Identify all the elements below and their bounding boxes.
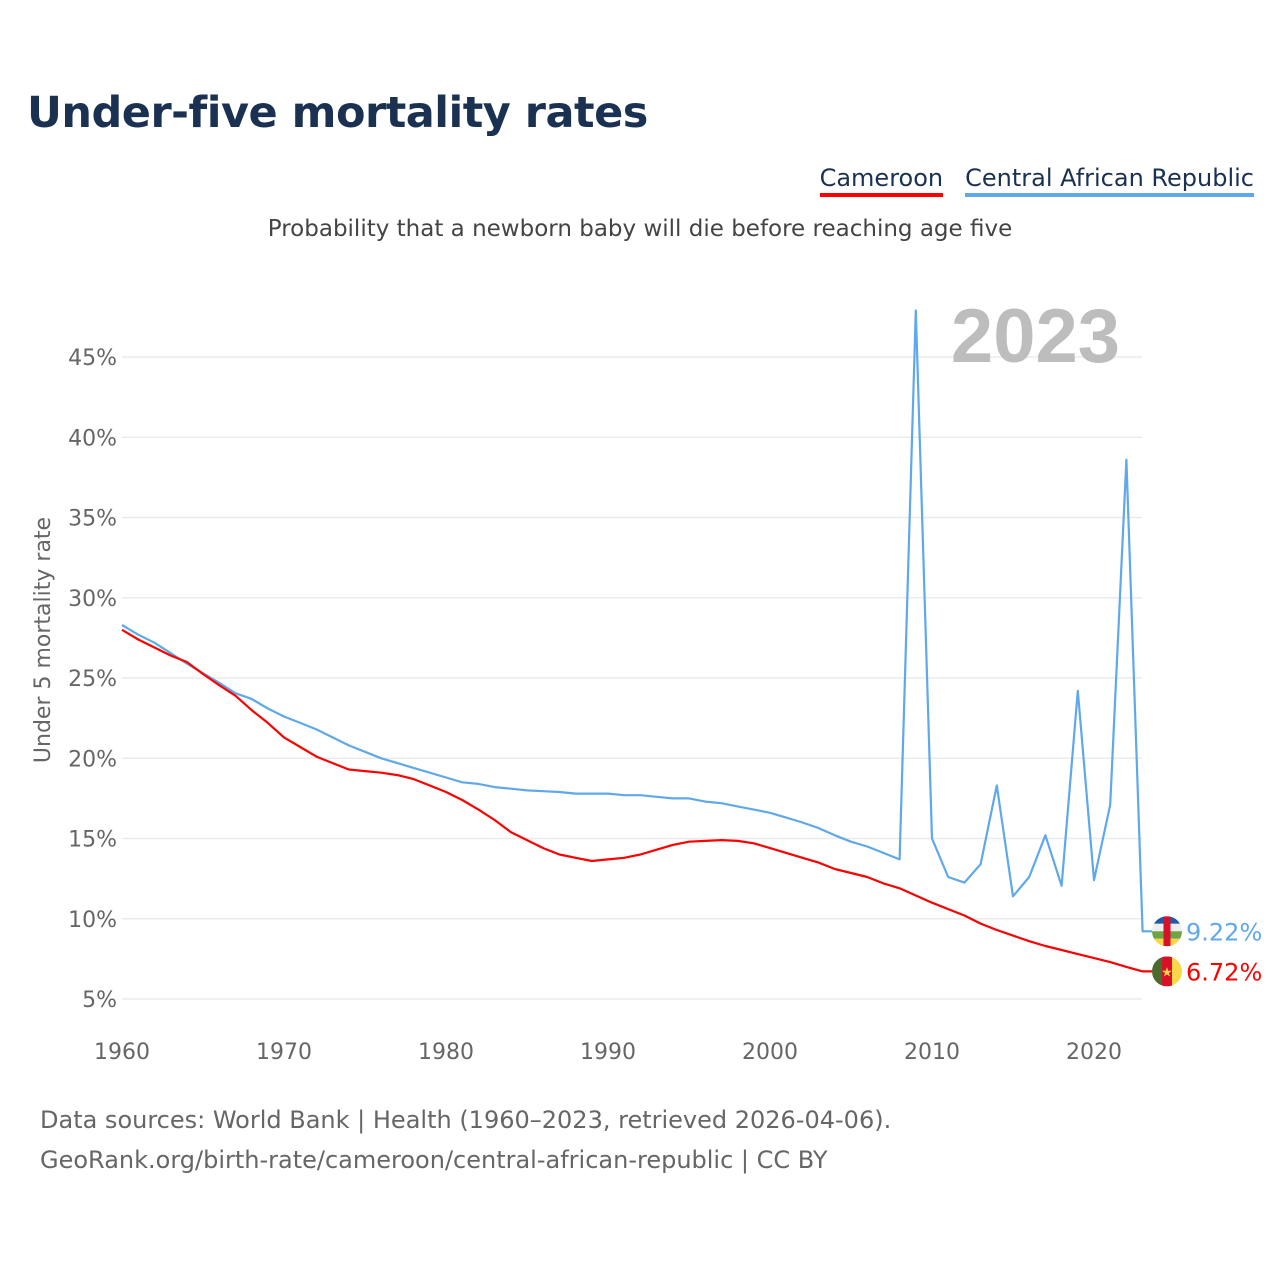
legend-item-cameroon[interactable]: Cameroon xyxy=(819,164,944,197)
y-axis-ticks: 5% 10% 15% 20% 25% 30% 35% 40% 45% xyxy=(68,346,117,1013)
central-african-republic-flag-icon xyxy=(1152,916,1182,947)
end-value-label: 9.22% xyxy=(1186,918,1262,946)
y-tick-label: 40% xyxy=(68,426,117,451)
y-tick-label: 30% xyxy=(68,587,117,612)
svg-text:★: ★ xyxy=(1161,965,1173,980)
gridlines xyxy=(122,356,1142,1000)
x-tick-label: 1970 xyxy=(256,1040,312,1065)
series-line-central-african-republic xyxy=(121,309,1152,933)
footer-sources: Data sources: World Bank | Health (1960–… xyxy=(40,1106,892,1134)
year-watermark: 2023 xyxy=(951,294,1120,379)
legend-item-central-african-republic[interactable]: Central African Republic xyxy=(965,164,1254,197)
chart-subtitle: Probability that a newborn baby will die… xyxy=(267,216,1013,242)
x-tick-label: 2010 xyxy=(904,1040,960,1065)
series-lines xyxy=(121,309,1152,973)
y-tick-label: 5% xyxy=(82,988,117,1013)
series-line-cameroon xyxy=(121,628,1152,973)
y-axis-label: Under 5 mortality rate xyxy=(31,517,56,763)
x-tick-label: 1960 xyxy=(94,1040,150,1065)
y-tick-label: 25% xyxy=(68,667,117,692)
x-tick-label: 1990 xyxy=(580,1040,636,1065)
legend: Cameroon Central African Republic xyxy=(819,164,1254,197)
y-tick-label: 35% xyxy=(68,507,117,532)
y-tick-label: 45% xyxy=(68,346,117,371)
y-tick-label: 20% xyxy=(68,747,117,772)
x-tick-label: 1980 xyxy=(418,1040,474,1065)
y-tick-label: 10% xyxy=(68,908,117,933)
footer-link[interactable]: GeoRank.org/birth-rate/cameroon/central-… xyxy=(40,1146,828,1174)
x-axis-ticks: 1960 1970 1980 1990 2000 2010 2020 xyxy=(94,1040,1122,1065)
end-value-label: 6.72% xyxy=(1186,958,1262,986)
y-tick-label: 15% xyxy=(68,828,117,853)
cameroon-flag-icon: ★ xyxy=(1152,956,1182,987)
chart-title: Under-five mortality rates xyxy=(27,88,648,138)
x-tick-label: 2000 xyxy=(742,1040,798,1065)
series-end-labels: 9.22% ★ 6.72% xyxy=(1152,916,1262,987)
x-tick-label: 2020 xyxy=(1066,1040,1122,1065)
